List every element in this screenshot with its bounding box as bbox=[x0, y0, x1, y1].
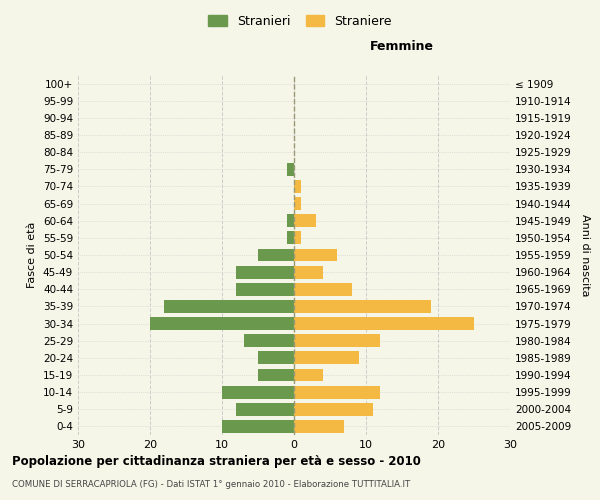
Bar bbox=[222, 420, 294, 433]
Bar bbox=[164, 300, 294, 313]
Y-axis label: Fasce di età: Fasce di età bbox=[28, 222, 37, 288]
Bar bbox=[294, 368, 323, 382]
Bar bbox=[294, 180, 301, 193]
Bar bbox=[236, 403, 294, 415]
Bar bbox=[294, 214, 316, 227]
Bar bbox=[294, 420, 344, 433]
Bar bbox=[244, 334, 294, 347]
Bar bbox=[294, 403, 373, 415]
Bar bbox=[236, 266, 294, 278]
Legend: Stranieri, Straniere: Stranieri, Straniere bbox=[205, 11, 395, 32]
Bar bbox=[294, 352, 359, 364]
Bar bbox=[294, 248, 337, 262]
Y-axis label: Anni di nascita: Anni di nascita bbox=[580, 214, 590, 296]
Text: Femmine: Femmine bbox=[370, 40, 434, 54]
Bar bbox=[294, 334, 380, 347]
Bar bbox=[294, 317, 474, 330]
Bar bbox=[294, 197, 301, 210]
Bar bbox=[287, 163, 294, 175]
Bar bbox=[294, 232, 301, 244]
Bar bbox=[258, 368, 294, 382]
Bar bbox=[294, 283, 352, 296]
Text: Popolazione per cittadinanza straniera per età e sesso - 2010: Popolazione per cittadinanza straniera p… bbox=[12, 455, 421, 468]
Text: COMUNE DI SERRACAPRIOLA (FG) - Dati ISTAT 1° gennaio 2010 - Elaborazione TUTTITA: COMUNE DI SERRACAPRIOLA (FG) - Dati ISTA… bbox=[12, 480, 410, 489]
Bar bbox=[222, 386, 294, 398]
Bar bbox=[287, 232, 294, 244]
Bar bbox=[236, 283, 294, 296]
Bar bbox=[258, 248, 294, 262]
Bar bbox=[294, 300, 431, 313]
Bar bbox=[294, 386, 380, 398]
Bar bbox=[258, 352, 294, 364]
Bar bbox=[150, 317, 294, 330]
Bar bbox=[294, 266, 323, 278]
Bar bbox=[287, 214, 294, 227]
